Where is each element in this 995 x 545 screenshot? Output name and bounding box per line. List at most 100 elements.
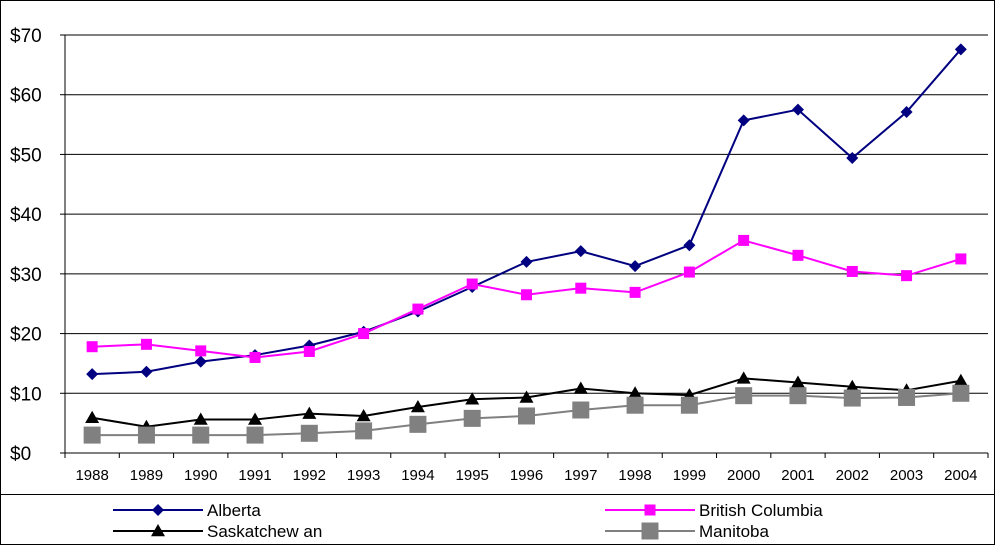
data-point-saskatchew-an (248, 412, 263, 425)
data-point-british-columbia (792, 249, 804, 261)
data-point-british-columbia (195, 345, 207, 357)
legend-marker (152, 504, 164, 516)
legend-label: Manitoba (699, 522, 769, 541)
data-point-saskatchew-an (302, 406, 317, 419)
data-point-saskatchew-an (953, 373, 968, 386)
data-point-alberta (194, 355, 207, 368)
data-point-manitoba (300, 424, 318, 442)
data-point-manitoba (680, 396, 698, 414)
data-point-british-columbia (846, 265, 858, 277)
data-point-british-columbia (303, 345, 315, 357)
data-point-saskatchew-an (410, 400, 425, 413)
data-point-saskatchew-an (85, 410, 100, 424)
x-tick-label: 1990 (184, 467, 217, 484)
legend-item-alberta: Alberta (113, 501, 261, 520)
data-point-british-columbia (521, 289, 532, 301)
legend-label: Saskatchew an (207, 522, 322, 541)
data-point-british-columbia (955, 253, 967, 265)
axes (60, 34, 989, 458)
series-british-columbia (86, 234, 967, 363)
data-point-british-columbia (683, 266, 695, 278)
data-point-manitoba (463, 409, 481, 427)
legend-label: British Columbia (699, 501, 823, 520)
data-point-british-columbia (738, 234, 750, 246)
x-tick-label: 2004 (944, 467, 977, 484)
y-tick-label: $40 (10, 205, 42, 226)
data-point-alberta (791, 103, 804, 116)
legend-label: Alberta (207, 501, 261, 520)
x-axis-tick-labels: 1988 1989 1990 1991 1992 1993 1994 1995 1996 1997… (75, 467, 977, 484)
y-tick-label: $50 (10, 145, 42, 166)
x-tick-label: 2000 (727, 467, 760, 484)
data-point-manitoba (898, 388, 916, 406)
x-tick-label: 1999 (673, 467, 706, 484)
data-point-british-columbia (575, 282, 587, 294)
data-point-british-columbia (86, 341, 98, 353)
x-tick-label: 1996 (510, 467, 543, 484)
data-point-alberta (846, 152, 859, 165)
y-tick-label: $0 (10, 444, 31, 465)
x-tick-label: 1997 (564, 467, 597, 484)
legend-item-manitoba: Manitoba (605, 522, 769, 541)
y-tick-label: $10 (10, 384, 42, 405)
y-tick-label: $70 (10, 26, 42, 47)
data-point-manitoba (137, 426, 155, 444)
legend-item-saskatchew-an: Saskatchew an (113, 522, 322, 541)
gridlines (65, 34, 988, 394)
data-point-manitoba (952, 384, 970, 402)
data-point-manitoba (409, 415, 427, 433)
data-point-british-columbia (249, 351, 261, 363)
data-point-saskatchew-an (465, 392, 480, 405)
series-saskatchew-an (85, 371, 968, 432)
data-point-alberta (737, 114, 750, 127)
data-point-saskatchew-an (573, 381, 588, 394)
data-point-manitoba (355, 422, 373, 440)
series-manitoba (83, 384, 970, 444)
x-tick-label: 1995 (456, 467, 489, 484)
data-point-saskatchew-an (790, 375, 805, 388)
x-tick-label: 1991 (238, 467, 271, 484)
data-point-saskatchew-an (193, 412, 208, 425)
y-axis-tick-labels: $0 $10 $20 $30 $40 $50 $60 $70 (10, 26, 42, 465)
x-tick-label: 1998 (618, 467, 651, 484)
data-point-alberta (140, 365, 153, 378)
legend-marker (644, 504, 656, 516)
data-point-alberta (900, 106, 913, 119)
x-tick-label: 1992 (293, 467, 326, 484)
x-tick-label: 1989 (130, 467, 163, 484)
legend-item-british-columbia: British Columbia (605, 501, 823, 520)
data-point-manitoba (192, 426, 210, 444)
x-tick-label: 2002 (836, 467, 869, 484)
data-point-alberta (683, 239, 696, 252)
data-point-alberta (86, 368, 99, 381)
data-point-british-columbia (901, 270, 913, 282)
data-point-manitoba (572, 401, 590, 419)
data-point-manitoba (789, 387, 807, 405)
data-point-british-columbia (412, 303, 424, 315)
data-point-manitoba (735, 387, 753, 405)
x-tick-label: 2003 (890, 467, 923, 484)
data-point-manitoba (83, 426, 101, 444)
data-point-british-columbia (140, 338, 152, 350)
data-point-alberta (520, 255, 533, 268)
x-tick-label: 1988 (75, 467, 108, 484)
data-point-british-columbia (358, 328, 370, 340)
data-point-saskatchew-an (519, 390, 534, 403)
legend-marker (151, 524, 165, 537)
data-point-alberta (574, 245, 587, 258)
data-point-saskatchew-an (736, 371, 751, 384)
data-point-manitoba (843, 389, 861, 407)
data-point-alberta (629, 260, 642, 273)
legend: Alberta British Columbia Saskatchew an Mani… (113, 501, 823, 541)
legend-marker (641, 522, 659, 540)
series-lines (83, 43, 970, 444)
data-point-saskatchew-an (628, 386, 643, 399)
data-point-saskatchew-an (845, 379, 860, 392)
data-point-saskatchew-an (356, 408, 371, 422)
x-tick-label: 1993 (347, 467, 380, 484)
y-tick-label: $60 (10, 86, 42, 107)
data-point-manitoba (518, 407, 535, 425)
data-point-alberta (954, 43, 967, 56)
